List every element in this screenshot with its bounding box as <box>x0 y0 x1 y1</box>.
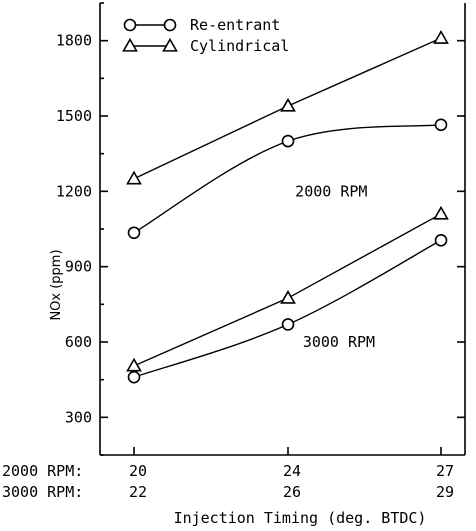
legend-label: Re-entrant <box>190 16 280 34</box>
x-axis: 2000 RPM: 20 24 27 3000 RPM: 22 26 29 <box>2 447 454 501</box>
legend-item-cylindrical: Cylindrical <box>122 37 289 55</box>
data-point-triangle <box>126 357 142 372</box>
y-tick-label: 900 <box>65 258 92 276</box>
x-tick-label: 29 <box>436 483 454 501</box>
data-point-circle <box>281 134 295 148</box>
data-point-triangle <box>126 170 142 185</box>
annotation-layer: 2000 RPM 3000 RPM <box>295 182 375 351</box>
legend: Re-entrant Cylindrical <box>122 16 289 55</box>
y-tick-label: 300 <box>65 408 92 426</box>
legend-label: Cylindrical <box>190 37 289 55</box>
data-point-circle <box>434 118 448 132</box>
data-point-circle <box>281 318 295 331</box>
data-point-triangle <box>162 37 178 52</box>
data-point-circle <box>127 226 141 240</box>
x-tick-label: 20 <box>129 462 147 480</box>
series-re-entrant-2000-rpm <box>127 118 448 240</box>
y-tick-label: 1500 <box>56 107 92 125</box>
data-point-triangle <box>122 37 138 52</box>
data-point-circle <box>163 18 177 32</box>
data-point-triangle <box>280 97 296 112</box>
x-row-label: 3000 RPM: <box>2 483 83 501</box>
y-axis: 300 600 900 1200 1500 1800 <box>56 2 465 456</box>
x-tick-label: 22 <box>129 483 147 501</box>
y-tick-label: 1200 <box>56 182 92 200</box>
data-point-circle <box>434 234 448 247</box>
x-tick-label: 26 <box>283 483 301 501</box>
data-point-triangle <box>433 30 449 44</box>
x-axis-title: Injection Timing (deg. BTDC) <box>174 509 427 527</box>
x-tick-label: 24 <box>283 462 301 480</box>
x-row-label: 2000 RPM: <box>2 462 83 480</box>
series-re-entrant-3000-rpm <box>127 234 448 384</box>
series-cylindrical-2000-rpm <box>126 30 449 185</box>
annotation-label: 2000 RPM <box>295 182 367 200</box>
series-line <box>133 213 442 367</box>
data-point-triangle <box>280 289 296 304</box>
x-tick-label: 27 <box>436 462 454 480</box>
annotation-label: 3000 RPM <box>303 333 375 351</box>
data-point-circle <box>127 370 141 384</box>
series-line <box>133 239 442 378</box>
data-point-triangle <box>433 205 449 220</box>
y-tick-label: 600 <box>65 333 92 351</box>
series-layer <box>126 30 449 384</box>
legend-item-re-entrant: Re-entrant <box>123 16 280 34</box>
series-cylindrical-3000-rpm <box>126 205 449 372</box>
plot-frame <box>99 3 466 456</box>
y-axis-title: NOx (ppm) <box>49 249 64 320</box>
y-tick-label: 1800 <box>56 32 92 50</box>
data-point-circle <box>123 18 137 32</box>
